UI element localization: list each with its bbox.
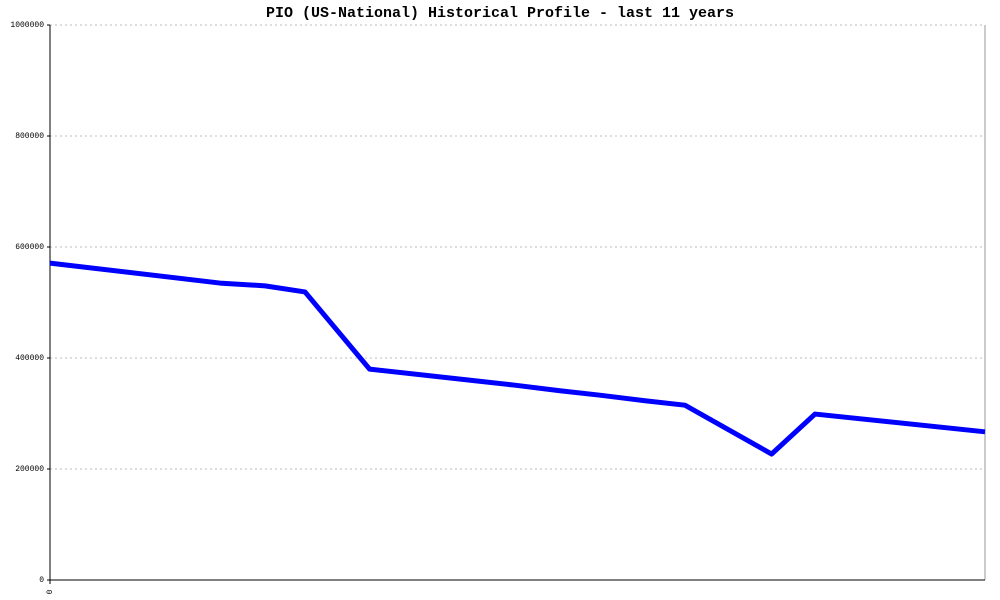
y-tick-label: 800000 [15, 132, 44, 141]
y-tick-label: 600000 [15, 243, 44, 252]
chart-title: PIO (US-National) Historical Profile - l… [266, 5, 734, 22]
y-tick-label: 1000000 [10, 21, 44, 30]
data-line [49, 260, 986, 457]
y-tick-label: 0 [39, 576, 44, 585]
x-tick-label: 0 [46, 589, 55, 594]
y-tick-label: 400000 [15, 354, 44, 363]
y-tick-label: 200000 [15, 465, 44, 474]
